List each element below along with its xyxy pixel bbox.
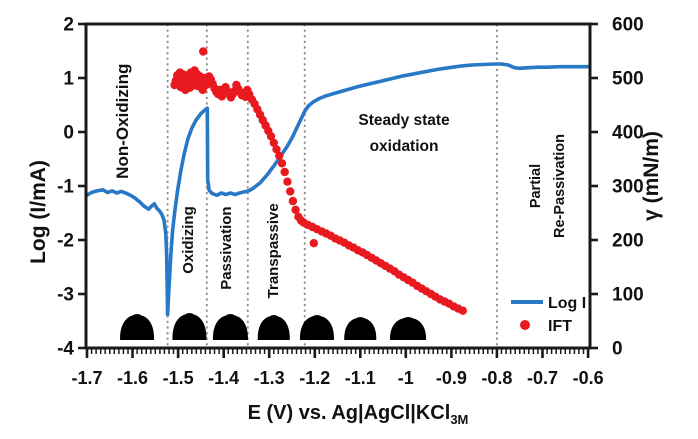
y-right-tick-label: 600: [612, 15, 644, 36]
x-axis-title: E (V) vs. Ag|AgCl|KCl3M: [248, 402, 469, 427]
y-left-axis-title: Log (I/mA): [27, 160, 50, 264]
y-left-tick-label: -2: [57, 231, 74, 252]
x-axis-tick-label: -1.7: [71, 368, 102, 388]
ift-point: [291, 205, 300, 214]
ift-point: [309, 239, 318, 248]
ift-point: [280, 167, 289, 177]
ift-point: [199, 47, 208, 56]
ift-point: [277, 159, 287, 168]
ift-point: [272, 145, 281, 154]
x-axis-tick-label: -1.1: [345, 368, 376, 388]
x-axis-tick-label: -1.3: [254, 368, 285, 388]
ift-point: [458, 306, 467, 315]
sessile-drop-image: [299, 315, 335, 340]
ift-point: [283, 177, 292, 186]
y-left-tick-label: -1: [57, 177, 74, 198]
y-left-tick-label: 2: [63, 15, 74, 36]
region-label-passivation: Passivation: [218, 206, 235, 289]
y-right-tick-label: 500: [612, 69, 644, 90]
y-right-tick-label: 0: [612, 339, 623, 360]
region-label-partial-re-passivation: Re-Passivation: [552, 134, 568, 238]
region-label-oxidizing: Oxidizing: [180, 206, 197, 274]
x-axis-tick-label: -0.9: [436, 368, 467, 388]
ift-point: [288, 196, 298, 206]
x-axis-tick-label: -1.5: [163, 368, 194, 388]
x-axis-tick-label: -0.8: [481, 368, 512, 388]
sessile-drop-image: [344, 316, 377, 340]
x-axis-tick-label: -1.6: [117, 368, 148, 388]
y-left-tick-label: -3: [57, 285, 74, 306]
legend-ift-label: IFT: [548, 318, 572, 335]
legend-ift-dot-swatch: [520, 320, 530, 330]
x-axis-tick-label: -0.6: [573, 368, 604, 388]
log-i-curve: [85, 62, 590, 317]
y-left-tick-label: 1: [63, 69, 74, 90]
y-right-tick-label: 300: [612, 177, 644, 198]
x-axis-title-subscript: 3M: [450, 412, 468, 427]
x-axis-tick-label: -1.4: [208, 368, 239, 388]
y-right-tick-label: 100: [612, 285, 644, 306]
sessile-drop-image: [120, 314, 155, 340]
y-right-tick-label: 200: [612, 231, 644, 252]
region-label-steady-state-oxidation: oxidation: [370, 138, 439, 155]
ift-point: [269, 138, 278, 147]
x-axis-tick-label: -1.2: [299, 368, 330, 388]
x-axis-tick-label: -1: [398, 368, 414, 388]
ift-points-group: [170, 47, 467, 315]
region-label-transpassive: Transpassive: [265, 203, 282, 298]
y-right-axis-title: γ (mN/m): [640, 131, 663, 221]
y-left-tick-label: 0: [63, 123, 74, 144]
ift-point: [275, 151, 284, 160]
sessile-drop-image: [212, 314, 249, 340]
region-label-steady-state-oxidation: Steady state: [358, 112, 450, 129]
region-label-non-oxidizing: Non-Oxidizing: [113, 64, 132, 179]
legend: Log I IFT: [511, 295, 586, 335]
sessile-drop-image: [257, 315, 290, 340]
sessile-drop-image: [390, 316, 427, 340]
legend-log-i-label: Log I: [548, 295, 586, 312]
sessile-drop-image: [172, 313, 207, 340]
x-axis-tick-label: -0.7: [527, 368, 558, 388]
region-label-partial-re-passivation: Partial: [528, 164, 544, 208]
y-right-tick-label: 400: [612, 123, 644, 144]
ift-point: [266, 132, 276, 141]
ift-point: [286, 187, 295, 196]
y-left-tick-label: -4: [57, 339, 74, 360]
